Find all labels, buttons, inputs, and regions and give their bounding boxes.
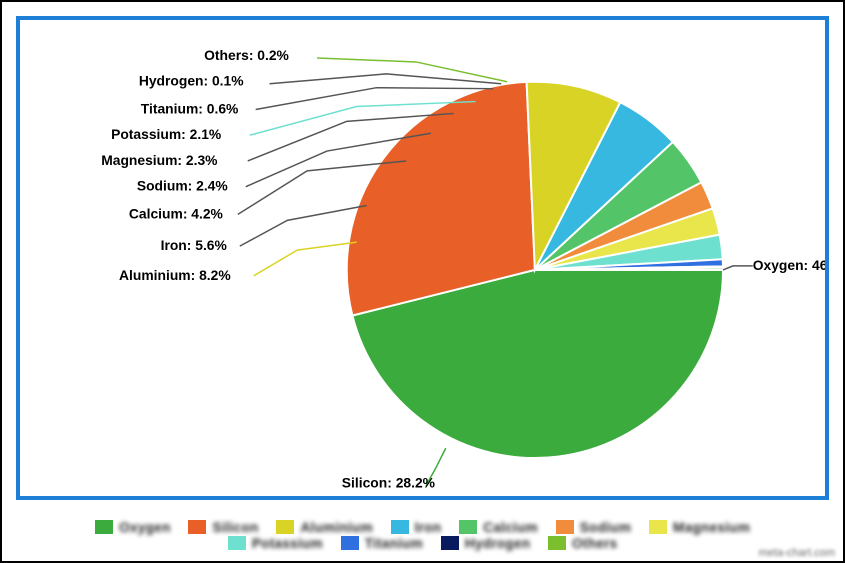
slice-label: Potassium: 2.1% [111, 126, 221, 142]
slice-label: Sodium: 2.4% [137, 178, 228, 194]
legend-item: Iron [391, 519, 441, 535]
chart-frame: Oxygen: 46.1% Silicon: 28.2% Aluminium: 8.… [16, 16, 829, 500]
legend-swatch [276, 520, 294, 534]
legend-swatch [649, 520, 667, 534]
legend-item: Sodium [556, 519, 631, 535]
legend-label: Others [572, 535, 617, 551]
legend-label: Titanium [365, 535, 423, 551]
legend-swatch [228, 536, 246, 550]
legend-swatch [556, 520, 574, 534]
legend-swatch [95, 520, 113, 534]
legend-label: Silicon [212, 519, 258, 535]
leader-line [723, 266, 753, 270]
slice-label: Silicon: 28.2% [342, 475, 435, 491]
legend-label: Magnesium [673, 519, 750, 535]
watermark: meta-chart.com [759, 547, 835, 559]
legend-swatch [459, 520, 477, 534]
leader-line [254, 242, 357, 276]
legend-label: Hydrogen [465, 535, 530, 551]
slice-label: Oxygen: 46.1% [753, 257, 825, 273]
slice-label: Magnesium: 2.3% [101, 152, 217, 168]
legend-swatch [391, 520, 409, 534]
slice-label: Titanium: 0.6% [141, 100, 239, 116]
leader-line [270, 74, 502, 84]
legend-item: Titanium [341, 535, 423, 551]
legend-label: Potassium [252, 535, 323, 551]
legend-label: Sodium [580, 519, 631, 535]
legend-label: Aluminium [300, 519, 372, 535]
legend-item: Others [548, 535, 617, 551]
outer-frame: Oxygen: 46.1% Silicon: 28.2% Aluminium: 8.… [0, 0, 845, 563]
slice-label: Calcium: 4.2% [129, 205, 223, 221]
legend-swatch [188, 520, 206, 534]
legend-swatch [441, 536, 459, 550]
leader-line [317, 58, 507, 82]
legend-item: Calcium [459, 519, 537, 535]
slice-label: Others: 0.2% [204, 47, 289, 63]
legend-item: Silicon [188, 519, 258, 535]
legend-item: Aluminium [276, 519, 372, 535]
slice-label: Hydrogen: 0.1% [139, 73, 244, 89]
pie-chart-svg: Oxygen: 46.1% Silicon: 28.2% Aluminium: 8.… [20, 20, 825, 496]
slice-label: Aluminium: 8.2% [119, 267, 231, 283]
slice-label: Iron: 5.6% [161, 237, 227, 253]
legend-item: Magnesium [649, 519, 750, 535]
legend-item: Potassium [228, 535, 323, 551]
legend: Oxygen Silicon Aluminium Iron Calcium Sodium M… [2, 519, 843, 551]
legend-label: Iron [415, 519, 441, 535]
legend-swatch [548, 536, 566, 550]
legend-label: Calcium [483, 519, 537, 535]
legend-item: Hydrogen [441, 535, 530, 551]
legend-label: Oxygen [119, 519, 170, 535]
legend-swatch [341, 536, 359, 550]
legend-item: Oxygen [95, 519, 170, 535]
leader-line [240, 206, 367, 247]
